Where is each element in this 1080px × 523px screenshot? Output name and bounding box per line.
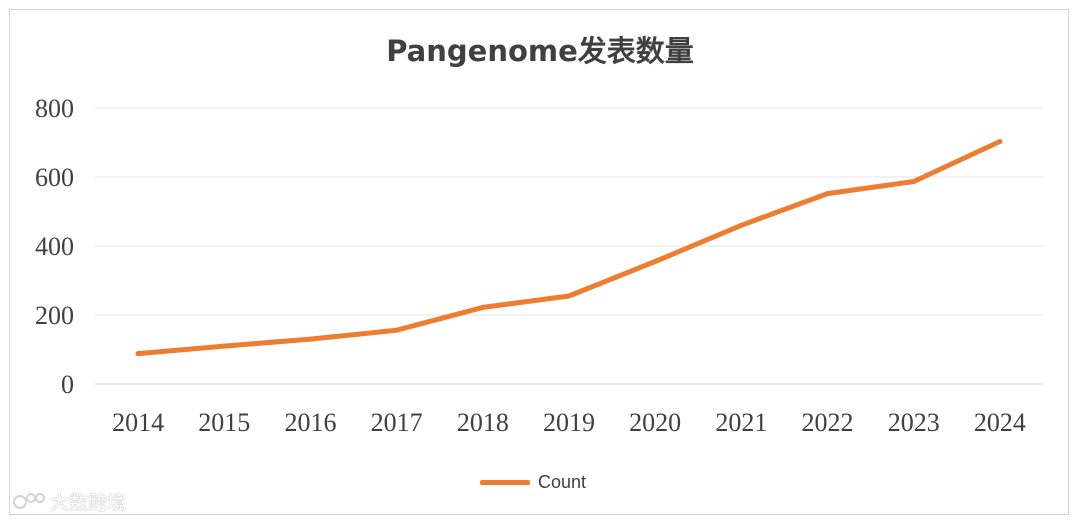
data-point xyxy=(738,222,744,228)
legend-label-count: Count xyxy=(538,471,587,492)
y-axis-tick-labels: 0 200 400 600 800 xyxy=(35,94,74,399)
data-point xyxy=(480,304,486,310)
x-tick-label: 2017 xyxy=(371,408,423,437)
data-point xyxy=(221,343,227,349)
x-tick-label: 2019 xyxy=(543,408,595,437)
y-tick-label: 200 xyxy=(35,301,74,330)
gridlines xyxy=(95,107,1043,385)
y-tick-label: 400 xyxy=(35,232,74,261)
logo-icon xyxy=(13,492,45,509)
data-point xyxy=(997,138,1003,144)
y-tick-label: 800 xyxy=(35,94,74,123)
watermark-text: 大数跨境 xyxy=(50,492,127,514)
data-point xyxy=(135,351,141,357)
chart-frame xyxy=(9,9,1069,515)
data-point xyxy=(307,336,313,342)
data-point xyxy=(566,293,572,299)
data-point xyxy=(911,178,917,184)
legend: Count xyxy=(480,470,586,494)
x-tick-label: 2023 xyxy=(888,408,940,437)
data-point xyxy=(825,191,831,197)
chart-title: Pangenome发表数量 xyxy=(386,34,694,68)
series-line-count xyxy=(135,139,1003,357)
data-point xyxy=(652,259,658,265)
watermark: 大数跨境 xyxy=(12,488,126,515)
series-lines xyxy=(135,138,1003,357)
x-tick-label: 2022 xyxy=(802,408,854,437)
x-tick-label: 2020 xyxy=(629,408,681,437)
y-tick-label: 600 xyxy=(35,163,74,192)
x-axis-tick-labels: 2014 2015 2016 2017 2018 2019 2020 2021 2022 2023… xyxy=(112,408,1026,437)
x-tick-label: 2024 xyxy=(974,408,1026,437)
x-tick-label: 2015 xyxy=(198,408,250,437)
x-tick-label: 2014 xyxy=(112,408,164,437)
legend-swatch-count xyxy=(480,479,530,485)
y-tick-label: 0 xyxy=(61,370,74,399)
x-tick-label: 2018 xyxy=(457,408,509,437)
data-point xyxy=(394,327,400,333)
x-tick-label: 2016 xyxy=(284,408,336,437)
x-tick-label: 2021 xyxy=(715,408,767,437)
